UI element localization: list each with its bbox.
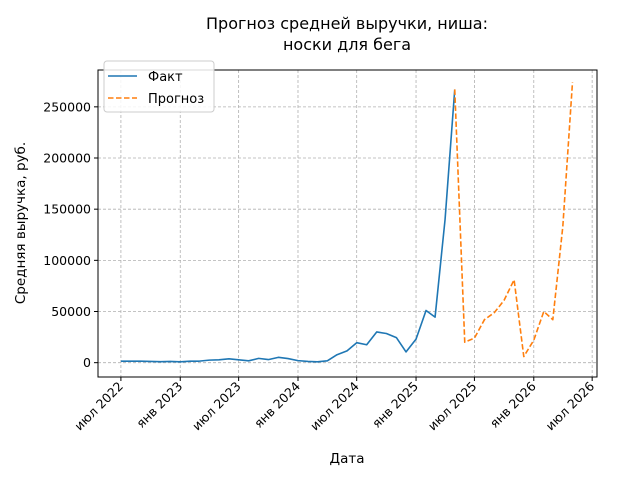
x-axis-label: Дата bbox=[330, 451, 365, 467]
forecast-series-line bbox=[453, 82, 574, 358]
grid-lines bbox=[98, 70, 597, 377]
y-tick-label: 200000 bbox=[43, 151, 91, 166]
legend: Факт Прогноз bbox=[103, 60, 215, 113]
y-tick-label: 0 bbox=[83, 355, 91, 370]
chart-title-line-2: носки для бега bbox=[283, 35, 411, 54]
data-series bbox=[120, 82, 574, 363]
legend-label-forecast: Прогноз bbox=[148, 92, 204, 107]
legend-box bbox=[103, 60, 215, 113]
fact-series-line bbox=[120, 89, 456, 363]
y-tick-label: 250000 bbox=[43, 99, 91, 114]
legend-label-fact: Факт bbox=[148, 70, 183, 85]
y-tick-label: 100000 bbox=[43, 253, 91, 268]
y-axis-ticks: 0 50000 100000 150000 200000 250000 bbox=[43, 99, 98, 370]
y-tick-label: 150000 bbox=[43, 202, 91, 217]
plot-area-frame bbox=[97, 69, 598, 378]
chart-title-line-1: Прогноз средней выручки, ниша: bbox=[206, 14, 488, 33]
y-axis-label: Средняя выручка, руб. bbox=[13, 142, 29, 304]
y-tick-label: 50000 bbox=[51, 304, 91, 319]
